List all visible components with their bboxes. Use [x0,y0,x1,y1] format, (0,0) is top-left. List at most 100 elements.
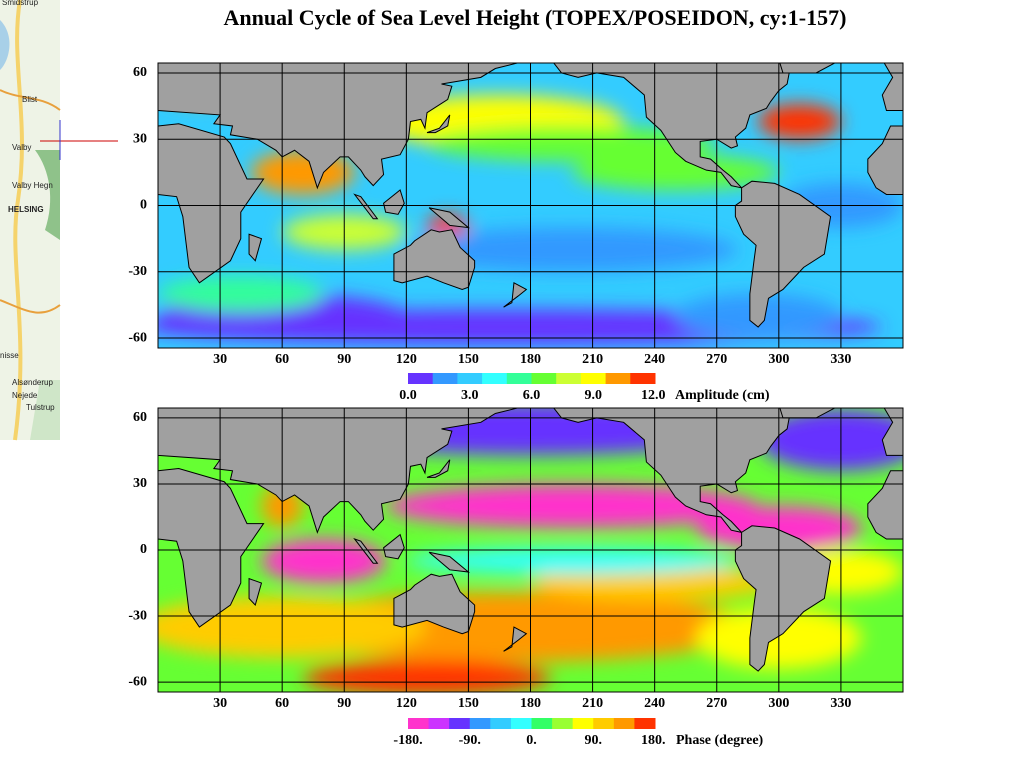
colorbar-label: 0. [526,733,537,748]
colorbar-swatch [457,373,483,384]
lon-tick-label: 30 [213,352,227,367]
ocean-patch [158,596,427,658]
colorbar-swatch [593,718,615,729]
colorbar-title: Phase (degree) [676,733,764,748]
land [248,577,263,607]
colorbar-swatch [449,718,471,729]
lon-tick-label: 150 [458,352,479,367]
lon-tick-label: 180 [520,352,541,367]
colorbar-title: Amplitude (cm) [675,388,770,403]
inset-label: Smidstrup [2,0,39,7]
colorbar-swatch [469,718,491,729]
inset-label: Valby [12,143,31,152]
lat-tick-label: -60 [128,674,147,689]
map-frame [157,62,904,349]
land [428,207,471,229]
colorbar-label: 6.0 [523,388,541,403]
lon-tick-label: 300 [768,352,789,367]
land [426,114,451,134]
colorbar-swatch [531,718,553,729]
lon-tick-label: 210 [582,696,603,711]
lat-tick-label: 30 [133,131,147,146]
inset-label: Blist [22,95,38,104]
colorbar-swatch [580,373,607,384]
colorbar-label: 0.0 [399,388,417,403]
colorbar-swatch [531,373,557,384]
ocean-patch [302,660,552,692]
colorbar-label: 180. [641,733,666,748]
land [867,125,903,195]
land [393,229,476,290]
land [383,533,405,560]
inset-label: Tulstrup [26,403,55,412]
lon-tick-label: 240 [644,352,665,367]
lon-tick-label: 150 [458,696,479,711]
land [353,537,379,564]
land [383,189,405,215]
land [503,626,528,652]
ocean-patch [427,125,717,162]
lat-tick-label: 60 [133,410,147,425]
lat-tick-label: -30 [128,264,147,279]
colorbar-label: 90. [585,733,603,748]
colorbar-swatch [510,718,532,729]
lon-tick-label: 330 [830,696,851,711]
map [158,63,903,348]
colorbar-swatch [506,373,532,384]
colorbar-swatch [605,373,631,384]
land [393,573,476,635]
inset-map [0,0,118,441]
inset-label: Valby Hegn [12,181,53,190]
colorbar-label: 12.0 [641,388,666,403]
colorbar-label: -90. [459,733,481,748]
lon-tick-label: 30 [213,696,227,711]
land [881,408,903,456]
colorbar-swatch [556,373,582,384]
lat-tick-label: 60 [133,65,147,80]
land [881,63,903,111]
ocean-patch [758,103,841,140]
lon-tick-label: 60 [275,696,289,711]
colorbar-label: 3.0 [461,388,479,403]
colorbar-label: -180. [393,733,422,748]
inset-label: HELSING [8,205,44,214]
land [353,193,379,220]
lat-tick-label: 30 [133,476,147,491]
lon-tick-label: 120 [396,352,417,367]
lon-tick-label: 180 [520,696,541,711]
colorbar-swatch [408,718,430,729]
inset-label: Alsønderup [12,378,53,387]
map-frame [157,407,904,693]
colorbar-swatch [634,718,656,729]
lat-tick-label: -30 [128,608,147,623]
lon-tick-label: 270 [706,696,727,711]
lon-tick-label: 210 [582,352,603,367]
colorbar-swatch [630,373,656,384]
land [503,282,528,308]
inset-label: Nejede [12,391,38,400]
colorbar-swatch [490,718,512,729]
ocean-patch [158,276,324,312]
lat-tick-label: 0 [140,198,147,213]
lon-tick-label: 90 [337,696,351,711]
lon-tick-label: 120 [396,696,417,711]
land [158,63,520,190]
lon-tick-label: 240 [644,696,665,711]
land [867,470,903,540]
colorbar-swatch [432,373,458,384]
land [426,459,451,478]
ocean-patch [571,154,779,191]
lat-tick-label: 0 [140,542,147,557]
ocean-patch [758,409,903,471]
lon-tick-label: 270 [706,352,727,367]
land [428,551,471,573]
lon-tick-label: 90 [337,352,351,367]
inset-label: nisse [0,351,19,360]
colorbar-swatch [482,373,508,384]
lon-tick-label: 60 [275,352,289,367]
land [158,408,520,534]
ocean-patch [261,538,386,584]
title: Annual Cycle of Sea Level Height (TOPEX/… [224,5,847,30]
lon-tick-label: 330 [830,352,851,367]
